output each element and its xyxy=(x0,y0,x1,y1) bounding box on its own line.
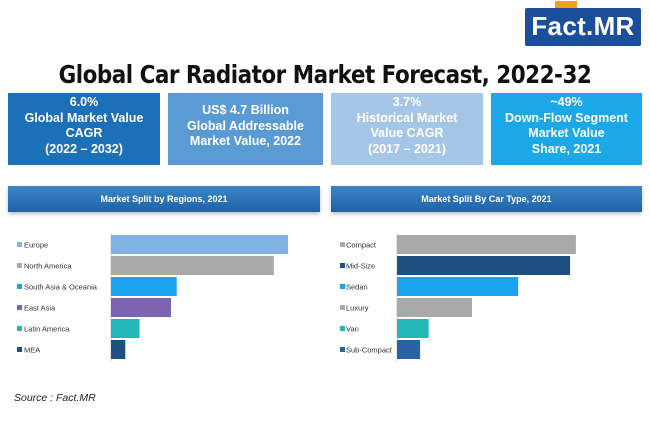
legend-marker xyxy=(17,242,22,247)
regions-chart: Europe North America South Asia & Oceania E… xyxy=(17,233,289,361)
kpi-line: 6.0% xyxy=(69,95,99,109)
bar xyxy=(111,277,177,296)
bar xyxy=(111,298,171,317)
factmr-logo: Fact.MR xyxy=(525,8,641,46)
bar xyxy=(397,298,472,317)
category-label: North America xyxy=(24,261,72,270)
logo-suffix: MR xyxy=(593,11,635,41)
category-label: East Asia xyxy=(24,303,56,312)
bar xyxy=(111,340,126,359)
kpi-line: Global Market Value xyxy=(24,110,144,125)
bar xyxy=(111,235,289,254)
legend-marker xyxy=(340,305,345,310)
legend-marker xyxy=(17,326,22,331)
kpi-line: CAGR xyxy=(65,126,103,140)
bar xyxy=(397,340,421,359)
legend-marker xyxy=(340,347,345,352)
category-label: Compact xyxy=(346,240,377,249)
kpi-line: 3.7% xyxy=(392,95,422,109)
category-label: Mid-Size xyxy=(346,261,375,270)
kpi-line: (2017 – 2021) xyxy=(368,141,446,156)
logo-accent xyxy=(555,1,577,9)
kpi-line: Market Value xyxy=(528,126,605,140)
kpi-line: US$ 4.7 Billion xyxy=(202,103,289,117)
bar xyxy=(111,319,140,338)
category-label: Van xyxy=(346,324,359,333)
kpi-line: Global Addressable xyxy=(187,118,304,133)
category-label: Europe xyxy=(24,240,48,249)
kpi-card-segment-share: ~49% Down-Flow Segment Market Value Shar… xyxy=(491,93,642,165)
category-label: Sedan xyxy=(346,282,368,291)
kpi-line: Market Value, 2022 xyxy=(189,134,302,148)
logo-dot: . xyxy=(586,11,594,41)
car-type-chart-title: Market Split By Car Type, 2021 xyxy=(331,186,642,212)
bar xyxy=(111,256,274,275)
bar xyxy=(397,256,571,275)
kpi-line: (2022 – 2032) xyxy=(45,141,123,156)
kpi-line: Share, 2021 xyxy=(531,141,602,156)
bar xyxy=(397,235,576,254)
kpi-card-market-value: US$ 4.7 Billion Global Addressable Marke… xyxy=(168,93,323,165)
category-label: Luxury xyxy=(346,303,369,312)
category-label: Sub-Compact xyxy=(346,345,393,354)
kpi-line: Down-Flow Segment xyxy=(505,110,628,125)
legend-marker xyxy=(17,284,22,289)
bar xyxy=(397,319,429,338)
logo-main: Fact xyxy=(531,11,587,41)
regions-chart-title: Market Split by Regions, 2021 xyxy=(8,186,320,212)
car-type-chart: Compact Mid-Size Sedan Luxury Van Sub-Compact xyxy=(340,233,576,361)
kpi-line: Historical Market xyxy=(356,110,458,125)
source-note: Source : Fact.MR xyxy=(14,392,96,404)
legend-marker xyxy=(17,347,22,352)
page-title: Global Car Radiator Market Forecast, 202… xyxy=(58,60,592,89)
legend-marker xyxy=(17,305,22,310)
legend-marker xyxy=(340,242,345,247)
legend-marker xyxy=(340,263,345,268)
kpi-line: Value CAGR xyxy=(370,126,444,140)
legend-marker xyxy=(340,284,345,289)
category-label: MEA xyxy=(24,345,40,354)
legend-marker xyxy=(17,263,22,268)
category-label: Latin America xyxy=(24,324,70,333)
kpi-line: ~49% xyxy=(550,95,583,109)
kpi-card-historical-cagr: 3.7% Historical Market Value CAGR (2017 … xyxy=(331,93,483,165)
category-label: South Asia & Oceania xyxy=(24,282,98,291)
bar xyxy=(397,277,519,296)
kpi-card-cagr: 6.0% Global Market Value CAGR (2022 – 20… xyxy=(8,93,160,165)
legend-marker xyxy=(340,326,345,331)
